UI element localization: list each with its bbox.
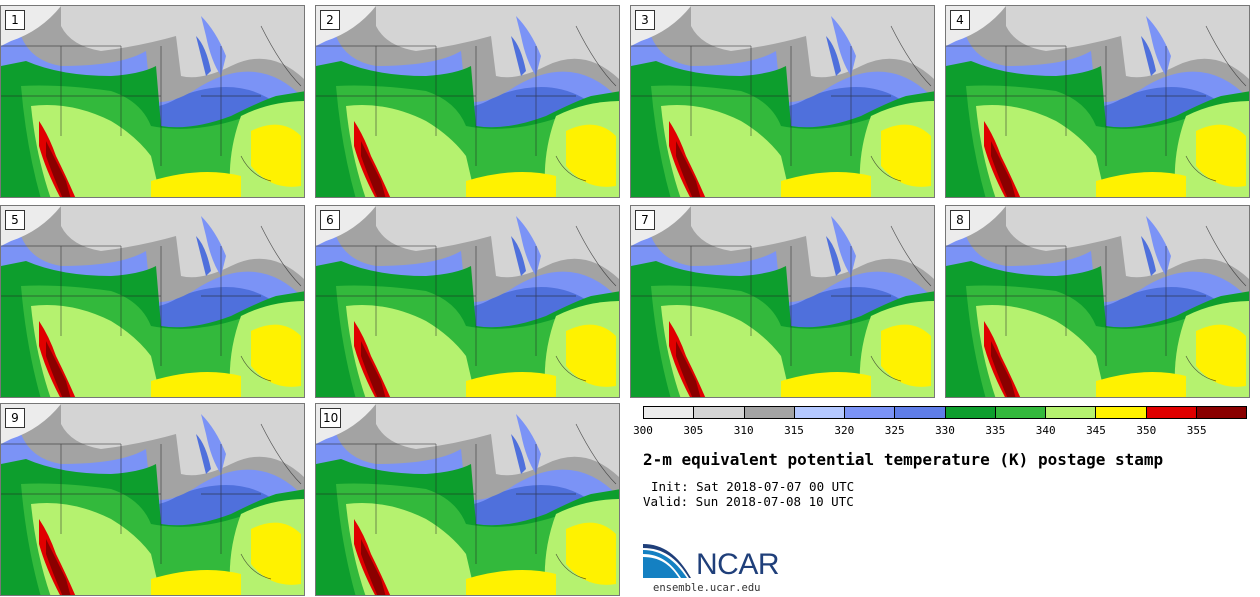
map-panel-8: 8 xyxy=(945,205,1250,398)
colorbar-tick-label: 305 xyxy=(683,424,704,437)
map-field xyxy=(946,206,1249,397)
member-label: 8 xyxy=(950,210,970,230)
map-panel-10: 10 xyxy=(315,403,620,596)
map-panel-9: 9 xyxy=(0,403,305,596)
member-label: 9 xyxy=(5,408,25,428)
colorbar-tick-label: 330 xyxy=(935,424,955,437)
colorbar-swatch xyxy=(895,407,946,418)
member-label: 6 xyxy=(320,210,340,230)
member-label: 10 xyxy=(320,408,342,428)
colorbar-tick-label: 325 xyxy=(884,424,905,437)
map-field xyxy=(631,6,934,197)
map-panel-1: 1 xyxy=(0,5,305,198)
init-time: Init: Sat 2018-07-07 00 UTC xyxy=(651,479,855,494)
colorbar-tick-label: 340 xyxy=(1035,424,1056,437)
logo-wordmark: NCAR xyxy=(696,548,780,581)
member-label: 7 xyxy=(635,210,655,230)
map-panel-5: 5 xyxy=(0,205,305,398)
colorbar-swatch xyxy=(644,407,695,418)
map-field xyxy=(316,6,619,197)
map-panel-3: 3 xyxy=(630,5,935,198)
map-field xyxy=(946,6,1249,197)
map-panel-4: 4 xyxy=(945,5,1250,198)
colorbar-swatch xyxy=(1146,407,1197,418)
map-panel-7: 7 xyxy=(630,205,935,398)
ncar-logo-icon xyxy=(643,542,693,580)
map-field xyxy=(316,206,619,397)
colorbar-tick-label: 335 xyxy=(985,424,1006,437)
colorbar-tick-label: 300 xyxy=(633,424,653,437)
colorbar-ticks: 300 305 310 315 320 325 330 335 340 345 350 355 xyxy=(633,424,1247,438)
colorbar-swatch xyxy=(995,407,1046,418)
colorbar xyxy=(643,406,1247,419)
colorbar-swatch xyxy=(694,407,745,418)
member-label: 1 xyxy=(5,10,25,30)
colorbar-tick-label: 350 xyxy=(1136,424,1157,437)
member-label: 3 xyxy=(635,10,655,30)
colorbar-swatch xyxy=(1196,407,1246,418)
colorbar-tick-label: 315 xyxy=(784,424,804,437)
colorbar-swatch xyxy=(945,407,996,418)
map-field xyxy=(631,206,934,397)
map-panel-6: 6 xyxy=(315,205,620,398)
colorbar-tick-label: 355 xyxy=(1186,424,1207,437)
member-label: 2 xyxy=(320,10,340,30)
colorbar-tick-label: 320 xyxy=(834,424,855,437)
colorbar-swatch xyxy=(794,407,845,418)
valid-time: Valid: Sun 2018-07-08 10 UTC xyxy=(643,494,854,509)
colorbar-swatch xyxy=(744,407,795,418)
map-field xyxy=(316,404,619,595)
logo-url: ensemble.ucar.edu xyxy=(653,582,761,594)
map-field xyxy=(1,6,304,197)
colorbar-swatch xyxy=(1046,407,1097,418)
colorbar-swatch xyxy=(1096,407,1147,418)
colorbar-tick-label: 345 xyxy=(1086,424,1106,437)
member-label: 5 xyxy=(5,210,25,230)
map-panel-2: 2 xyxy=(315,5,620,198)
plot-title: 2-m equivalent potential temperature (K)… xyxy=(643,450,1164,469)
member-label: 4 xyxy=(950,10,970,30)
colorbar-swatch xyxy=(845,407,896,418)
map-field xyxy=(1,404,304,595)
colorbar-tick-label: 310 xyxy=(733,424,754,437)
map-field xyxy=(1,206,304,397)
run-info: Init: Sat 2018-07-07 00 UTC Valid: Sun 2… xyxy=(643,479,854,509)
